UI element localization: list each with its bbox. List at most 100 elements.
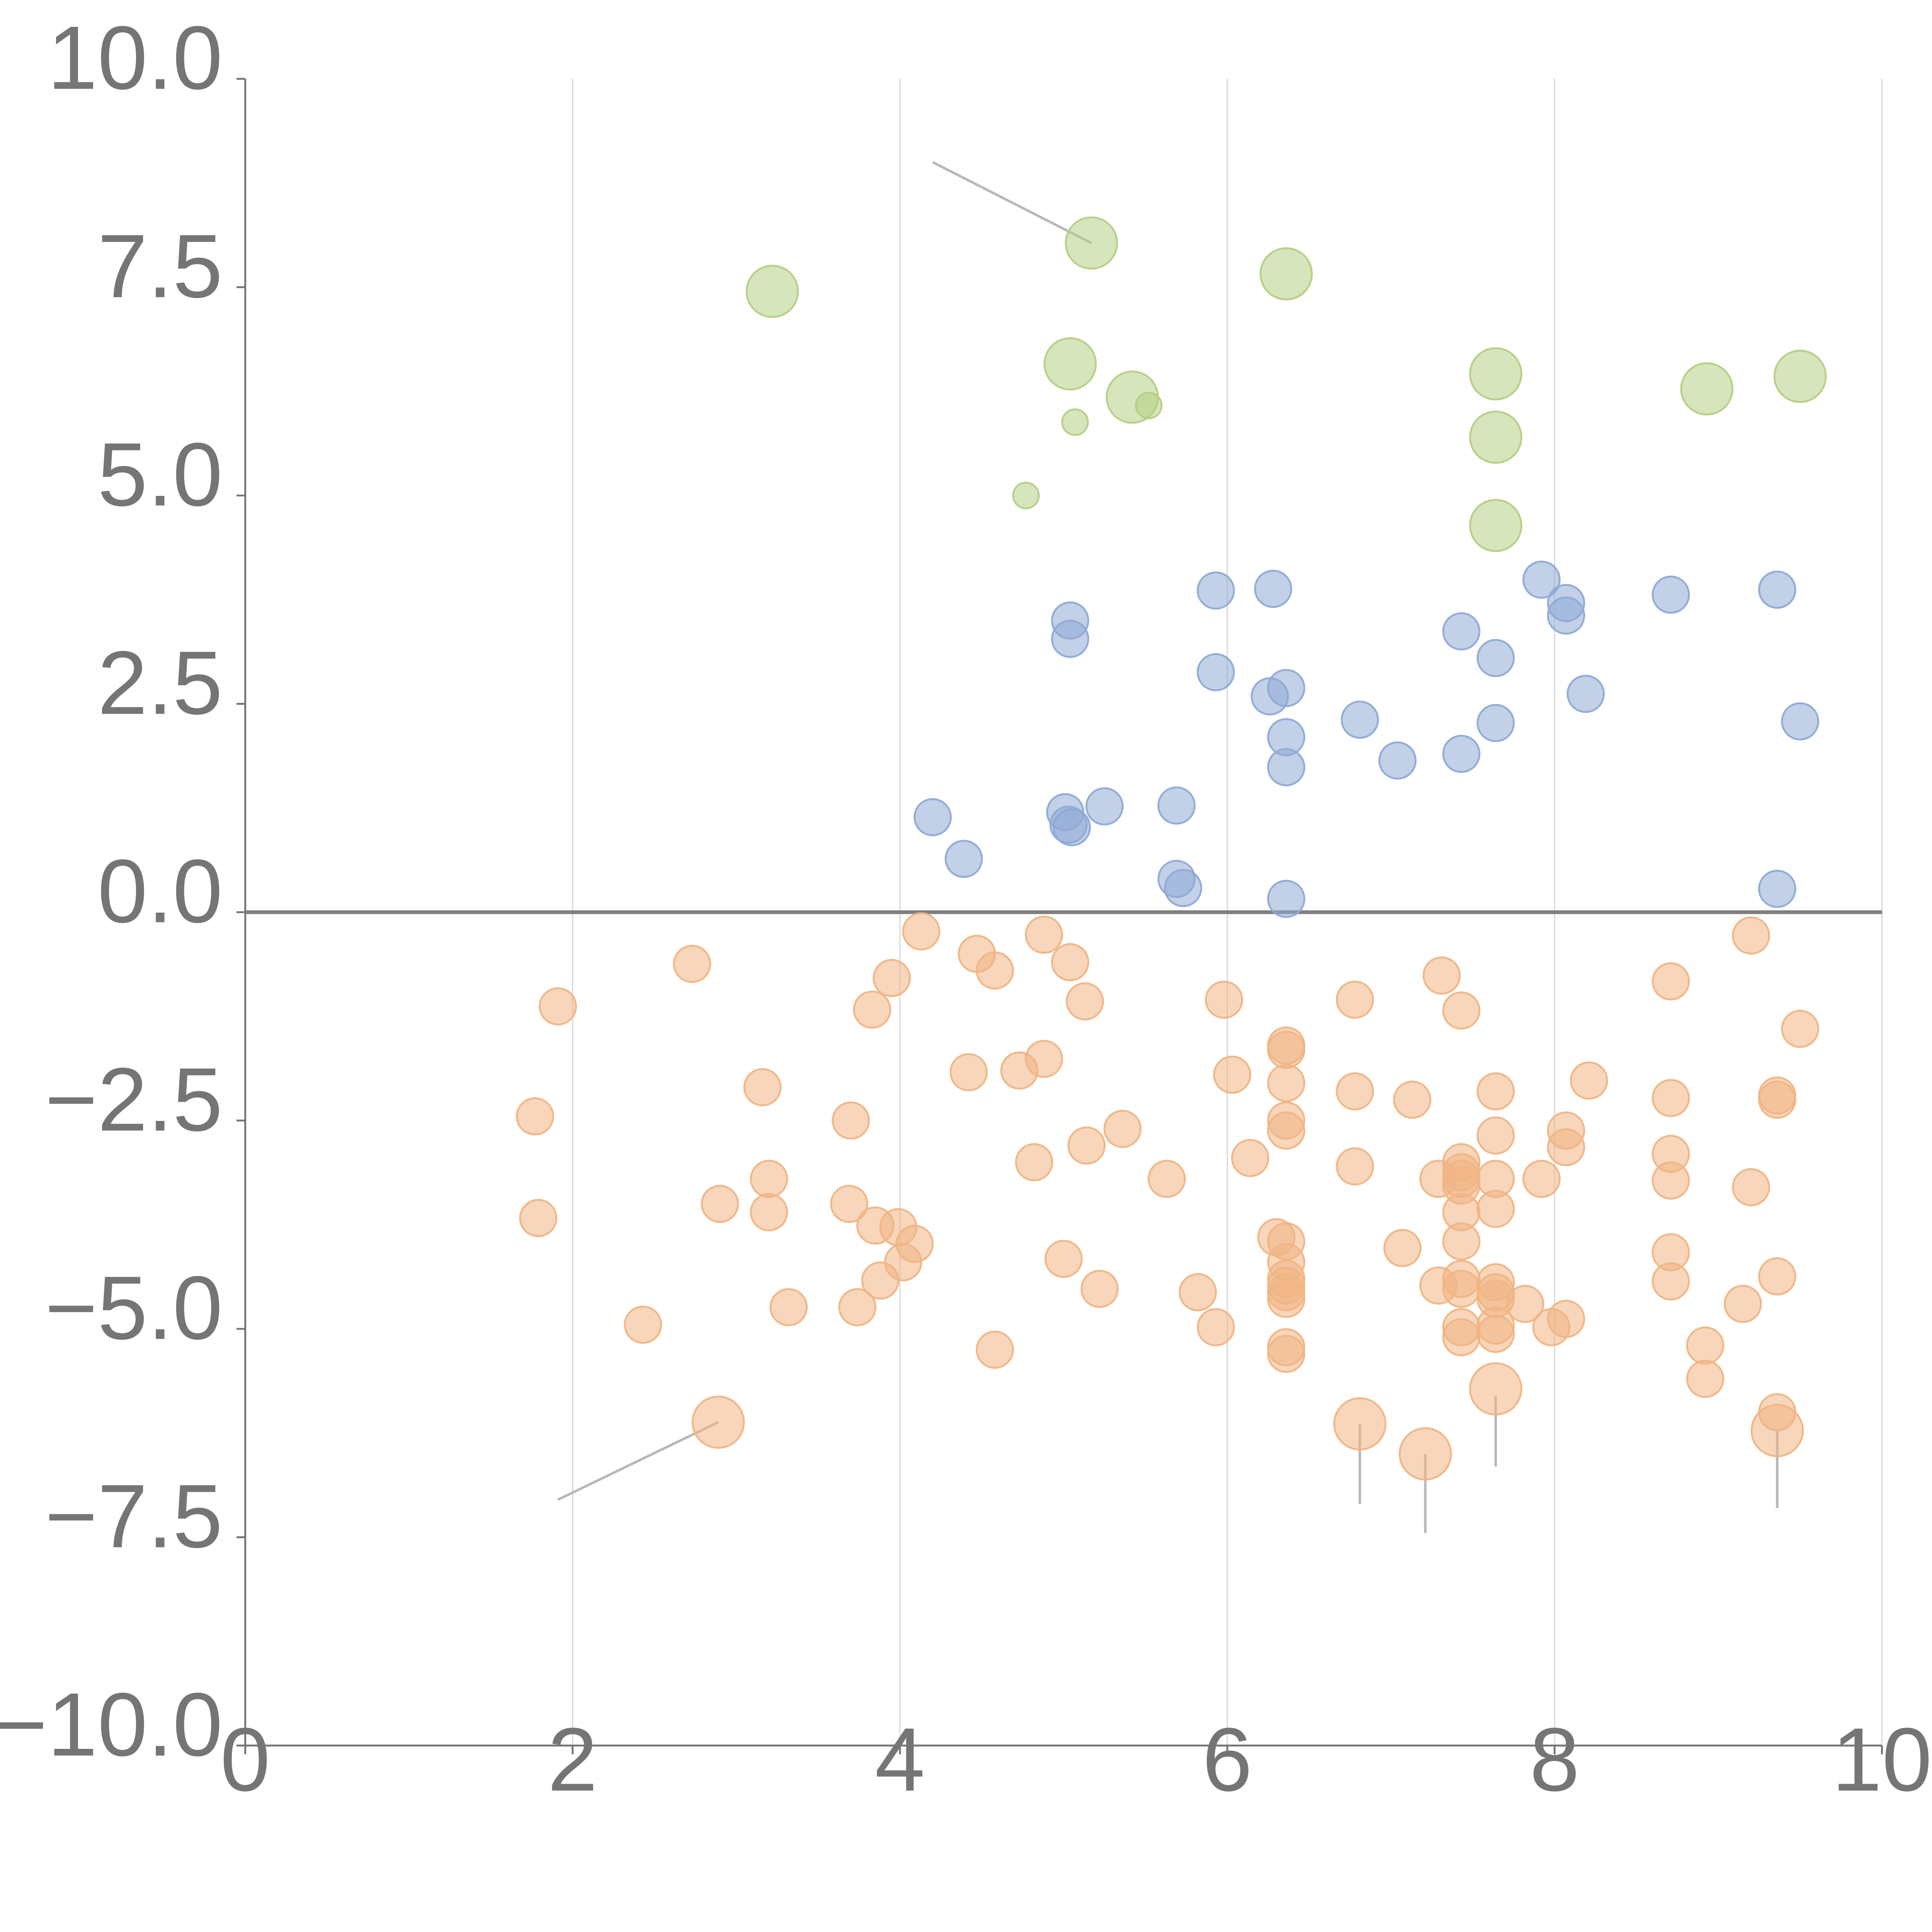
scatter-point (769, 1288, 808, 1327)
scatter-point (1750, 1404, 1804, 1458)
scatter-point (1053, 808, 1091, 847)
scatter-point (1442, 1318, 1481, 1357)
scatter-point (1476, 1072, 1515, 1111)
scatter-point (1197, 653, 1235, 691)
y-tick-label: 10.0 (48, 8, 223, 108)
scatter-point (853, 990, 891, 1029)
scatter-point (1213, 1055, 1252, 1094)
scatter-point (1061, 408, 1089, 436)
scatter-point (1469, 410, 1522, 464)
scatter-point (1758, 570, 1796, 609)
y-tick-label: 0.0 (97, 841, 223, 942)
scatter-point (1476, 1116, 1515, 1155)
annotation-leader-line (557, 1421, 719, 1501)
x-tick-label: 4 (875, 1709, 925, 1810)
scatter-point (1469, 499, 1522, 552)
scatter-point (1758, 869, 1796, 908)
scatter-point (1476, 704, 1515, 742)
scatter-point (1103, 1110, 1142, 1148)
scatter-point (1522, 1160, 1561, 1198)
scatter-point (750, 1160, 788, 1198)
scatter-point (1476, 639, 1515, 677)
scatter-point (1442, 1270, 1481, 1308)
scatter-point (1442, 735, 1481, 773)
scatter-point (1398, 1427, 1452, 1481)
scatter-point (1267, 879, 1306, 918)
scatter-point (1179, 1273, 1217, 1311)
scatter-point (1231, 1139, 1269, 1177)
y-tick-label: −5.0 (45, 1258, 223, 1358)
scatter-point (1442, 991, 1481, 1030)
scatter-point (1197, 1308, 1235, 1347)
scatter-point (516, 1097, 554, 1136)
scatter-point (624, 1305, 662, 1344)
scatter-point (1469, 347, 1522, 401)
scatter-point (1085, 787, 1124, 826)
scatter-point (1651, 1262, 1690, 1301)
x-tick-label: 2 (548, 1709, 598, 1810)
scatter-point (1044, 1240, 1083, 1278)
scatter-point (1043, 337, 1097, 391)
scatter-point (1773, 350, 1827, 403)
scatter-point (1336, 980, 1374, 1019)
scatter-point (1051, 619, 1089, 658)
x-tick-label: 6 (1202, 1709, 1252, 1810)
scatter-point (1680, 362, 1734, 416)
scatter-point (1393, 1080, 1432, 1119)
scatter-point (1267, 1280, 1306, 1318)
scatter-point (913, 798, 952, 837)
scatter-point (1051, 943, 1089, 981)
scatter-point (1570, 1061, 1608, 1100)
scatter-point (1651, 962, 1690, 1001)
scatter-point (1651, 1161, 1690, 1200)
scatter-point (1566, 675, 1605, 713)
y-tick-label: 2.5 (97, 633, 223, 733)
scatter-point (1164, 869, 1202, 907)
scatter-point (1383, 1229, 1422, 1267)
scatter-point (539, 987, 577, 1026)
scatter-point (1333, 1397, 1387, 1451)
scatter-point (1157, 786, 1196, 825)
scatter-point (832, 1101, 870, 1140)
scatter-point (1336, 1147, 1374, 1185)
x-tick-label: 8 (1529, 1709, 1580, 1810)
scatter-point (1547, 1128, 1585, 1167)
scatter-point (1522, 560, 1561, 599)
axes (244, 79, 1882, 1747)
scatter-point (1015, 1143, 1053, 1182)
scatter-point (1267, 748, 1306, 786)
scatter-point (1025, 1039, 1063, 1078)
scatter-point (1065, 216, 1118, 270)
scatter-point (1340, 701, 1379, 739)
scatter-point (1066, 982, 1104, 1020)
y-tick-label: −7.5 (45, 1466, 223, 1566)
scatter-point (1506, 1285, 1544, 1323)
scatter-point (1336, 1072, 1374, 1111)
scatter-point (1267, 1064, 1306, 1102)
x-tick-label: 10 (1832, 1709, 1932, 1810)
scatter-point (949, 1053, 988, 1092)
scatter-point (1732, 916, 1770, 955)
annotation-leader-line (932, 161, 1092, 244)
tick-marks: 0 2 4 6 8 10 10.0 7.5 5.0 2.5 0.0 −2.5 −5.0 −7.5 −10.0 (0, 8, 1932, 1810)
y-tick-label: 7.5 (97, 216, 223, 316)
scatter-point (1651, 1079, 1690, 1117)
scatter-point (1148, 1160, 1186, 1198)
scatter-point (1724, 1285, 1762, 1323)
scatter-point (745, 265, 799, 318)
scatter-point (1758, 1257, 1796, 1296)
scatter-point (838, 1288, 877, 1327)
scatter-point (1080, 1270, 1119, 1308)
scatter-point (1267, 669, 1306, 707)
scatter-point (750, 1193, 788, 1231)
scatter-point (944, 840, 983, 878)
scatter-point (1781, 1010, 1820, 1048)
scatter-point (519, 1199, 558, 1237)
scatter-point (1422, 956, 1461, 995)
scatter-point (1547, 1299, 1585, 1338)
scatter-point (895, 1225, 934, 1263)
scatter-point (1732, 1168, 1770, 1206)
scatter-point (1442, 1222, 1481, 1261)
scatter-point (1469, 1362, 1522, 1416)
